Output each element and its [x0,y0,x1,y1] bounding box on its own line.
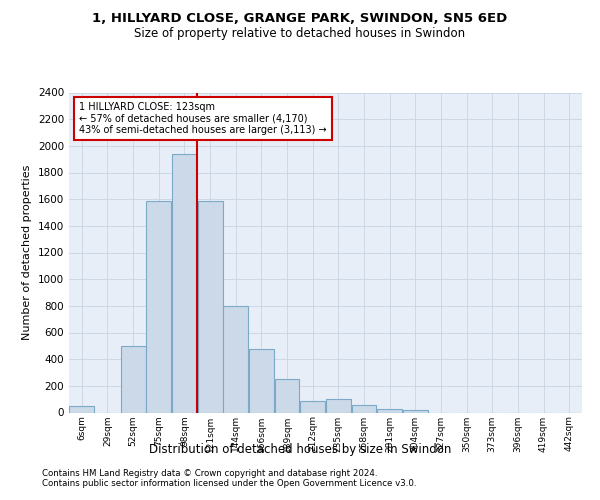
Bar [300,400,325,412]
Bar [352,404,376,412]
Text: Distribution of detached houses by size in Swindon: Distribution of detached houses by size … [149,442,451,456]
Bar [403,410,428,412]
Text: Size of property relative to detached houses in Swindon: Size of property relative to detached ho… [134,28,466,40]
Text: 1 HILLYARD CLOSE: 123sqm
← 57% of detached houses are smaller (4,170)
43% of sem: 1 HILLYARD CLOSE: 123sqm ← 57% of detach… [79,102,327,136]
Text: 1, HILLYARD CLOSE, GRANGE PARK, SWINDON, SN5 6ED: 1, HILLYARD CLOSE, GRANGE PARK, SWINDON,… [92,12,508,26]
Bar [249,348,274,412]
Bar [326,399,351,412]
Bar [197,200,223,412]
Y-axis label: Number of detached properties: Number of detached properties [22,165,32,340]
Text: Contains public sector information licensed under the Open Government Licence v3: Contains public sector information licen… [42,478,416,488]
Bar [121,346,146,412]
Bar [70,406,94,412]
Bar [146,200,171,412]
Bar [223,306,248,412]
Bar [377,409,402,412]
Bar [172,154,197,412]
Text: Contains HM Land Registry data © Crown copyright and database right 2024.: Contains HM Land Registry data © Crown c… [42,468,377,477]
Bar [275,379,299,412]
